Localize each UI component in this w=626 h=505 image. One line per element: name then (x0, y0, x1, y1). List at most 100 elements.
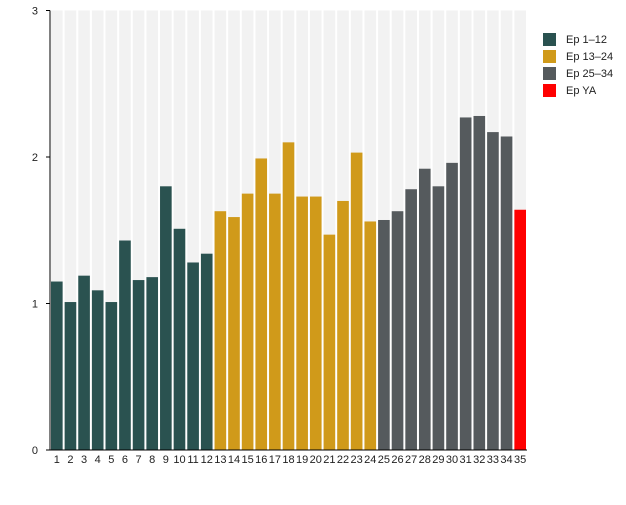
x-tick-label: 1 (54, 454, 60, 466)
bar (282, 142, 295, 450)
legend-item: Ep YA (543, 82, 613, 99)
x-tick-label: 9 (163, 454, 169, 466)
x-tick-label: 19 (296, 454, 308, 466)
x-tick-label: 5 (108, 454, 114, 466)
bar-background-band (105, 10, 118, 450)
x-tick-label: 28 (419, 454, 431, 466)
x-tick-label: 18 (282, 454, 294, 466)
x-tick-label: 12 (201, 454, 213, 466)
bar-background-band (132, 10, 145, 450)
x-tick-label: 24 (364, 454, 376, 466)
x-tick-label: 11 (187, 454, 198, 466)
bar (173, 228, 186, 450)
x-tick-label: 32 (473, 454, 485, 466)
y-tick-label: 1 (32, 299, 38, 311)
bar (500, 136, 513, 451)
bar-background-band (187, 10, 199, 450)
bar (269, 193, 281, 450)
bar (214, 211, 227, 450)
bar-background-band (146, 10, 159, 450)
x-tick-label: 30 (446, 454, 458, 466)
x-tick-label: 2 (67, 454, 73, 466)
bar (514, 209, 526, 450)
bar (146, 277, 159, 450)
bar (459, 117, 472, 450)
bar (228, 217, 240, 450)
legend-label: Ep YA (566, 84, 597, 97)
y-tick-label: 3 (32, 6, 38, 18)
x-tick-label: 26 (391, 454, 403, 466)
bar (418, 168, 431, 450)
x-tick-label: 14 (228, 454, 240, 466)
bar (391, 211, 404, 450)
x-tick-label: 31 (460, 454, 472, 466)
bar-background-band (78, 10, 90, 450)
legend-swatch (543, 33, 556, 46)
x-tick-label: 13 (214, 454, 226, 466)
x-tick-label: 17 (269, 454, 281, 466)
legend: Ep 1–12 Ep 13–24 Ep 25–34 Ep YA (543, 31, 613, 99)
bar-background-band (200, 10, 213, 450)
bar (432, 186, 445, 451)
bar (309, 196, 322, 450)
bar-background-band (323, 10, 336, 450)
x-tick-label: 8 (149, 454, 155, 466)
bar (405, 189, 417, 451)
x-tick-label: 21 (323, 454, 335, 466)
legend-label: Ep 1–12 (566, 33, 607, 46)
legend-label: Ep 25–34 (566, 67, 614, 80)
x-tick-label: 29 (432, 454, 444, 466)
legend-swatch (543, 67, 556, 80)
legend-item: Ep 1–12 (543, 31, 613, 48)
bar (350, 152, 363, 451)
bar (51, 281, 63, 450)
legend-label: Ep 13–24 (566, 50, 614, 63)
x-tick-label: 6 (122, 454, 128, 466)
bar (200, 253, 213, 450)
x-tick-label: 7 (136, 454, 142, 466)
x-tick-label: 34 (500, 454, 512, 466)
bar (132, 280, 145, 450)
bar (241, 193, 254, 450)
x-tick-label: 35 (514, 454, 526, 466)
bar (296, 196, 308, 450)
bar (378, 219, 390, 450)
bar (255, 158, 268, 450)
x-tick-label: 10 (173, 454, 185, 466)
x-tick-label: 20 (310, 454, 322, 466)
bar-background-band (119, 10, 131, 450)
bar-background-band (51, 10, 63, 450)
x-tick-label: 25 (378, 454, 390, 466)
x-tick-label: 4 (95, 454, 101, 466)
x-tick-label: 3 (81, 454, 87, 466)
bar (160, 186, 172, 451)
bar (78, 275, 90, 450)
bar-background-band (91, 10, 104, 450)
bar (119, 240, 131, 450)
bar (323, 234, 336, 450)
x-tick-label: 22 (337, 454, 349, 466)
legend-swatch (543, 50, 556, 63)
bar (487, 132, 499, 450)
y-tick-label: 2 (32, 152, 38, 164)
x-tick-label: 33 (487, 454, 499, 466)
bar (473, 115, 486, 450)
x-tick-label: 16 (255, 454, 267, 466)
bar (187, 262, 199, 450)
bar (364, 221, 377, 450)
bar (337, 200, 349, 450)
bar (105, 302, 118, 450)
x-tick-label: 23 (351, 454, 363, 466)
bar (446, 162, 458, 451)
bar (64, 302, 77, 450)
bar (91, 290, 104, 450)
x-tick-label: 27 (405, 454, 417, 466)
y-tick-label: 0 (32, 445, 38, 457)
bar-background-band (64, 10, 77, 450)
legend-item: Ep 13–24 (543, 48, 613, 65)
legend-item: Ep 25–34 (543, 65, 613, 82)
legend-swatch (543, 84, 556, 97)
x-tick-label: 15 (241, 454, 253, 466)
